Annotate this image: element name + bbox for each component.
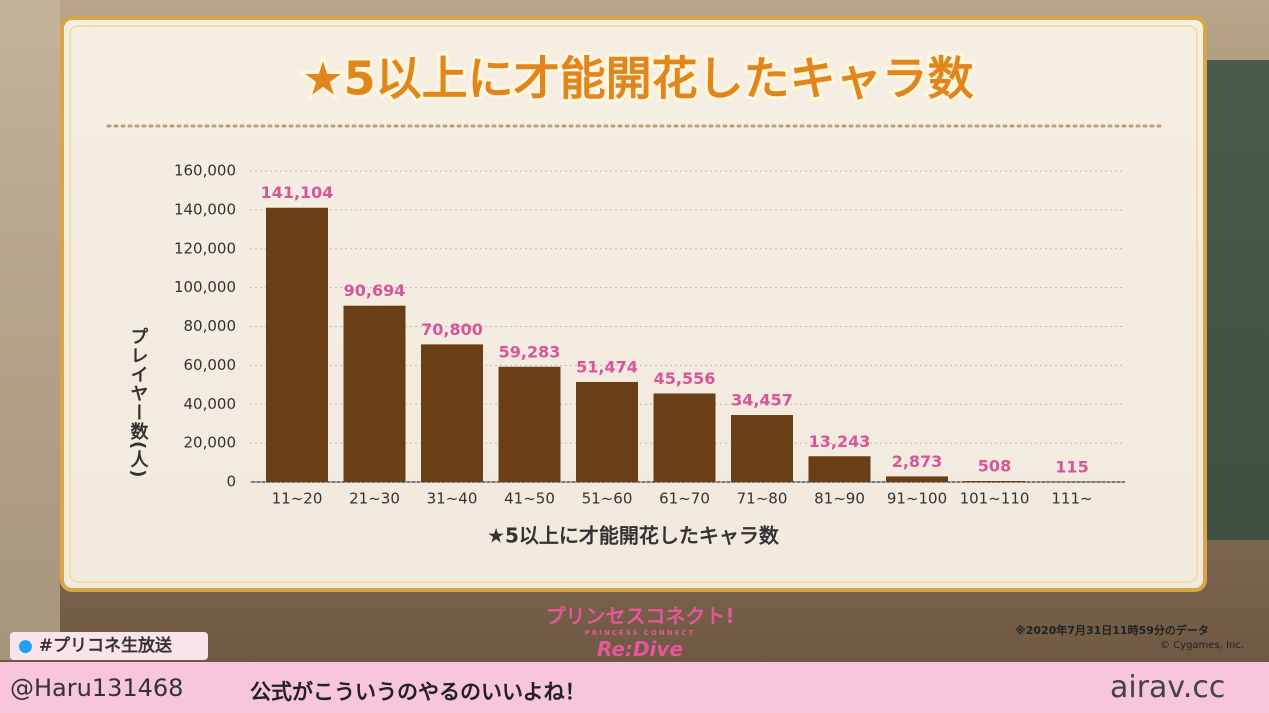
bar — [808, 456, 871, 482]
y-tick-label: 160,000 — [174, 162, 236, 180]
bar — [731, 415, 793, 482]
value-label: 141,104 — [261, 183, 334, 202]
bar — [266, 207, 328, 482]
x-tick-label: 11~20 — [272, 490, 323, 508]
x-axis-label: ★5以上に才能開花したキャラ数 — [487, 524, 780, 548]
x-tick-label: 61~70 — [659, 490, 710, 508]
x-tick-label: 21~30 — [349, 490, 400, 508]
bar — [576, 381, 638, 482]
bar — [963, 481, 1026, 482]
window-backdrop — [0, 0, 60, 660]
x-tick-label: 81~90 — [814, 490, 865, 508]
x-tick-label: 31~40 — [427, 490, 478, 508]
x-tick-label: 51~60 — [582, 490, 633, 508]
y-tick-label: 60,000 — [184, 356, 237, 374]
value-label: 45,556 — [654, 369, 716, 388]
hashtag-box: ● #プリコネ生放送 — [10, 632, 208, 660]
value-label: 508 — [978, 457, 1011, 476]
hashtag: #プリコネ生放送 — [38, 636, 173, 656]
bar — [653, 393, 716, 482]
bar — [421, 344, 483, 482]
x-tick-label: 91~100 — [887, 490, 947, 508]
y-tick-label: 140,000 — [174, 200, 236, 218]
value-label: 13,243 — [809, 432, 871, 451]
bar — [343, 305, 406, 482]
comment-user: @Haru131468 — [10, 674, 184, 702]
value-label: 70,800 — [421, 320, 483, 339]
y-tick-label: 80,000 — [184, 317, 237, 335]
watermark: airav.cc — [1110, 670, 1226, 705]
logo-sub: PRINCESS CONNECT — [584, 629, 696, 637]
y-tick-label: 40,000 — [184, 395, 237, 413]
y-tick-label: 120,000 — [174, 239, 236, 257]
blackboard — [1205, 60, 1269, 540]
value-label: 59,283 — [499, 342, 561, 361]
chart-title: ★5以上に才能開花したキャラ数 — [302, 52, 973, 106]
x-tick-label: 41~50 — [504, 490, 555, 508]
x-tick-label: 101~110 — [960, 490, 1030, 508]
value-label: 115 — [1055, 457, 1088, 476]
y-tick-label: 20,000 — [184, 434, 237, 452]
value-label: 34,457 — [731, 391, 793, 410]
value-label: 90,694 — [344, 281, 406, 300]
comment-text: 公式がこういうのやるのいいよね！ — [250, 680, 586, 704]
logo-text: プリンセスコネクト! — [545, 604, 735, 628]
value-label: 51,474 — [576, 357, 638, 376]
copyright: © Cygames, Inc. — [1160, 640, 1244, 651]
x-tick-label: 111~ — [1051, 490, 1092, 508]
value-label: 2,873 — [892, 452, 943, 471]
x-tick-label: 71~80 — [737, 490, 788, 508]
game-logo: プリンセスコネクト! PRINCESS CONNECT Re:Dive — [540, 600, 740, 661]
y-axis-label: プレイヤー数(人) — [128, 327, 149, 479]
panel-inner-border — [69, 25, 1198, 583]
logo-re: Re:Dive — [596, 637, 684, 661]
data-note: ※2020年7月31日11時59分のデータ — [1015, 624, 1209, 637]
y-tick-label: 100,000 — [174, 278, 236, 296]
twitter-icon: ● — [18, 636, 33, 656]
bar — [498, 366, 561, 482]
bar — [886, 476, 948, 482]
y-tick-label: 0 — [226, 473, 236, 491]
comment-bar — [0, 662, 1269, 713]
